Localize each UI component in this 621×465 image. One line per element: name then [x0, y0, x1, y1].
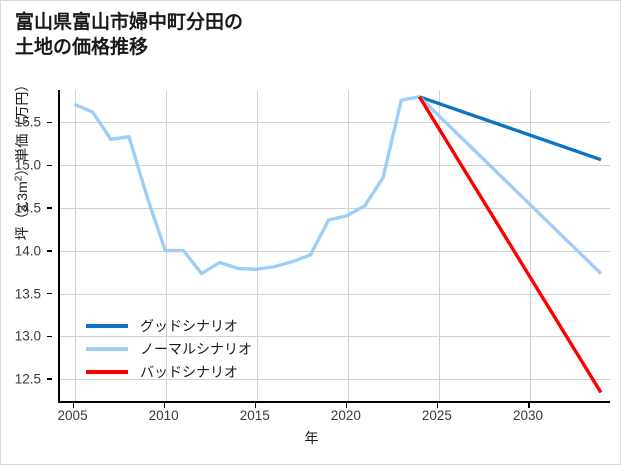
series-line-history: [73, 95, 420, 276]
legend-color-swatch: [86, 346, 128, 351]
gridline-vertical: [530, 90, 532, 401]
gridline-vertical: [347, 90, 349, 401]
y-tick-label: 12.5: [14, 371, 41, 387]
page-title: 富山県富山市婦中町分田の 土地の価格推移: [15, 12, 244, 59]
y-tick-label: 13.5: [14, 286, 41, 302]
x-tick-label: 2005: [57, 408, 88, 423]
x-axis-tick-labels: 2005 2010 2015 2020 2025 2030: [57, 403, 610, 428]
x-tick-label: 2030: [512, 408, 544, 423]
x-tick-label: 2025: [421, 408, 452, 423]
x-axis-title: 年: [304, 430, 319, 446]
y-tick-mark: [47, 207, 52, 209]
x-tick-mark: [163, 403, 166, 408]
y-tick-label: 14.5: [14, 200, 41, 216]
x-tick-mark: [345, 403, 348, 408]
gridline-horizontal: [60, 165, 610, 167]
gridline-horizontal: [60, 379, 610, 381]
series-lines: [73, 95, 603, 394]
gridline-vertical: [165, 90, 167, 401]
x-tick-mark: [254, 403, 257, 408]
y-tick-mark: [47, 335, 52, 338]
series-line-good: [418, 95, 602, 162]
x-tick-mark: [436, 403, 439, 408]
y-tick-label: 15.5: [14, 114, 41, 130]
chart-legend: グッドシナリオ ノーマルシナリオ バッドシナリオ: [86, 314, 301, 383]
y-tick-label: 13.0: [14, 328, 41, 344]
y-tick-label: 14.0: [14, 243, 41, 259]
series-line-normal: [418, 95, 603, 275]
gridline-horizontal: [60, 293, 610, 295]
y-axis-tick-labels: 12.5 13.0 13.5 14.0 14.5 15.0 15.5: [1, 90, 52, 403]
x-tick-mark: [528, 403, 530, 408]
legend-item[interactable]: バッドシナリオ: [86, 360, 301, 383]
gridline-horizontal: [60, 122, 610, 124]
legend-item[interactable]: ノーマルシナリオ: [86, 337, 301, 360]
gridline-horizontal: [60, 208, 610, 210]
y-tick-mark: [47, 292, 52, 295]
legend-label: バッドシナリオ: [140, 363, 238, 380]
y-axis-title: 坪（3.3m2）単価（万円）: [13, 77, 30, 241]
series-line-bad: [417, 95, 603, 394]
legend-color-swatch: [86, 323, 128, 328]
legend-color-swatch: [86, 369, 128, 374]
plot-area: [58, 90, 610, 403]
x-tick-label: 2020: [330, 408, 361, 423]
legend-item[interactable]: グッドシナリオ: [86, 314, 301, 337]
gridline-vertical: [256, 90, 258, 401]
gridline-vertical: [438, 90, 440, 401]
gridline-horizontal: [60, 336, 610, 338]
x-tick-label: 2010: [148, 408, 179, 423]
legend-label: ノーマルシナリオ: [140, 340, 252, 357]
x-tick-label: 2015: [239, 408, 270, 423]
y-tick-mark: [47, 250, 52, 252]
y-tick-mark: [47, 121, 52, 124]
y-tick-mark: [47, 378, 52, 380]
y-tick-label: 15.0: [14, 157, 41, 173]
gridline-horizontal: [60, 250, 610, 252]
legend-label: グッドシナリオ: [140, 317, 238, 334]
gridline-vertical: [74, 90, 76, 401]
x-tick-mark: [72, 403, 75, 408]
y-tick-mark: [47, 164, 52, 166]
